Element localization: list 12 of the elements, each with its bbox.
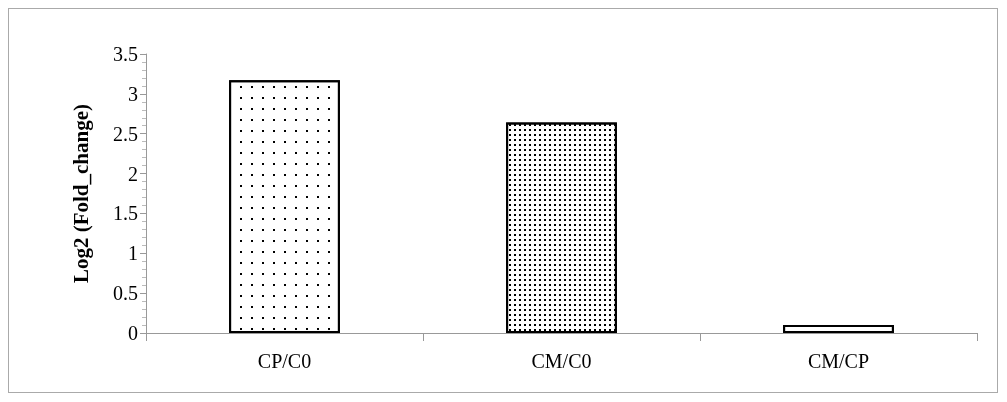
y-tick-label: 3.5 xyxy=(113,43,138,65)
y-axis-title: Log2 (Fold_change) xyxy=(68,103,93,284)
x-tick-label: CM/CP xyxy=(807,350,870,372)
y-tick-label: 0 xyxy=(128,322,138,344)
y-tick-label: 2.5 xyxy=(113,122,138,145)
y-tick-label: 1 xyxy=(128,242,138,265)
x-tick-label: CM/C0 xyxy=(531,350,592,372)
y-tick-label: 0.5 xyxy=(113,282,138,305)
x-tick-label: CP/C0 xyxy=(257,350,312,372)
y-tick-label: 2 xyxy=(128,162,138,185)
y-tick-label: 1.5 xyxy=(113,202,138,225)
y-tick-label: 3 xyxy=(128,82,138,105)
